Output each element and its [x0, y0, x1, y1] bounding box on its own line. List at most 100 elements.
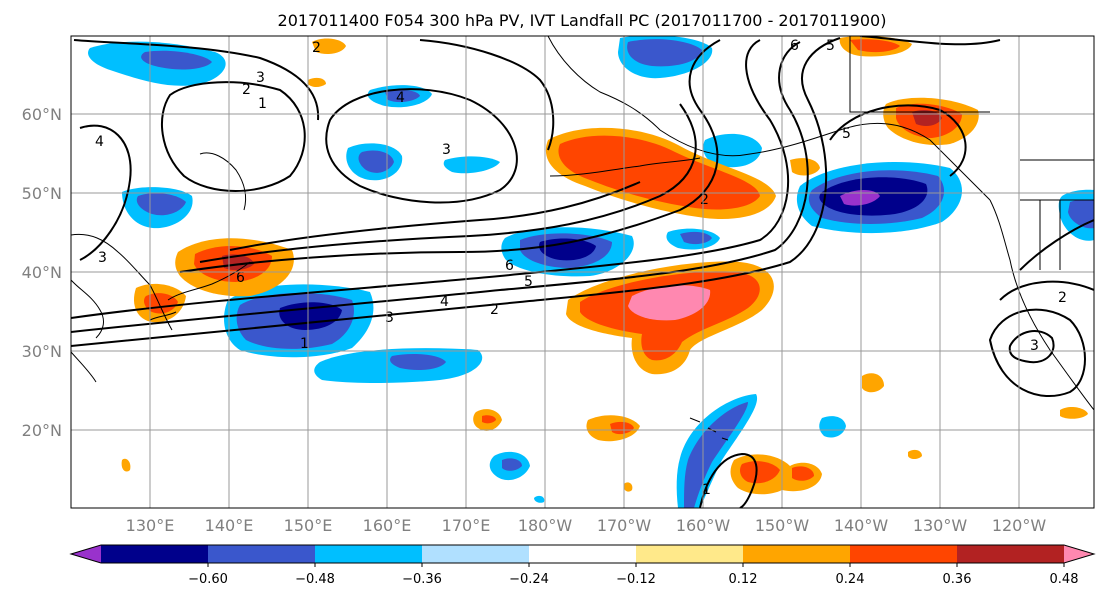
colorbar-bin — [101, 545, 209, 563]
negative-anomaly-region — [443, 156, 500, 174]
pv-contour — [199, 103, 697, 263]
lat-label: 50°N — [22, 184, 62, 203]
contour-label: 1 — [702, 482, 711, 498]
negative-anomaly-region — [502, 458, 522, 471]
lat-label: 30°N — [22, 342, 62, 361]
negative-anomaly-region — [141, 50, 212, 70]
contour-label: 5 — [524, 274, 533, 290]
pv-contour — [419, 39, 555, 151]
positive-anomaly-region — [850, 39, 900, 53]
pv-contour — [859, 36, 1001, 46]
longitude-labels: 130°E 140°E 150°E 160°E 170°E 180°W 170°… — [126, 516, 1047, 535]
contour-label: 3 — [98, 250, 107, 266]
negative-anomaly-region — [684, 402, 748, 508]
pv-contour — [699, 452, 758, 508]
colorbar-bin — [636, 545, 744, 563]
colorbar-bin — [529, 545, 637, 563]
positive-anomaly-region — [610, 421, 634, 435]
contour-label: 2 — [1058, 290, 1067, 306]
negative-anomaly-region — [539, 238, 596, 261]
colorbar-tick-label: −0.36 — [402, 572, 442, 587]
asia-coastline — [71, 233, 173, 383]
colorbar-bin — [743, 545, 851, 563]
colorbar-bin — [208, 545, 316, 563]
colorbar-tick-label: −0.60 — [188, 572, 228, 587]
colorbar-tick-label: 0.48 — [1050, 572, 1079, 587]
pv-contours — [71, 36, 1094, 508]
colorbar-bin — [422, 545, 530, 563]
contour-label: 4 — [396, 90, 405, 106]
pv-contour — [179, 39, 721, 273]
kamchatka-coastline — [199, 152, 247, 211]
positive-anomaly-region — [623, 482, 633, 492]
colorbar-tick-label: 0.24 — [836, 572, 865, 587]
contour-label: 2 — [312, 40, 321, 56]
colorbar-bin — [850, 545, 958, 563]
negative-anomaly-region — [840, 190, 880, 206]
colorbar-bin — [1064, 545, 1094, 563]
negative-anomaly-region — [627, 39, 702, 67]
contour-label: 6 — [505, 258, 514, 274]
japan-coastline — [149, 261, 251, 321]
map-frame — [70, 35, 1095, 509]
positive-anomaly-region — [1060, 407, 1088, 419]
latitude-labels: 60°N 50°N 40°N 30°N 20°N — [22, 105, 62, 440]
contour-labels: 1 2 3 4 5 6 1 2 3 4 3 3 4 6 5 5 6 2 3 2 — [95, 38, 1067, 498]
lon-label: 140°E — [205, 516, 254, 535]
negative-anomaly-region — [358, 150, 394, 173]
colorbar-tick-label: 0.12 — [729, 572, 758, 587]
us-borders — [849, 36, 1094, 270]
contour-label: 3 — [442, 142, 451, 158]
colorbar-bin — [957, 545, 1065, 563]
positive-anomaly-region — [308, 77, 326, 87]
pv-contour — [229, 181, 641, 251]
positive-anomaly-region — [792, 466, 814, 481]
negative-anomaly-region — [390, 354, 446, 370]
lon-label: 170°E — [442, 516, 491, 535]
negative-anomaly-region — [1068, 199, 1094, 229]
lon-label: 130°E — [126, 516, 175, 535]
gridlines — [71, 36, 1094, 508]
lat-label: 60°N — [22, 105, 62, 124]
colorbar-tick-label: −0.12 — [616, 572, 656, 587]
contour-label: 3 — [1030, 338, 1039, 354]
positive-anomaly-region — [558, 135, 760, 210]
contour-label: 6 — [236, 270, 245, 286]
plot-title: 2017011400 F054 300 hPa PV, IVT Landfall… — [278, 11, 887, 30]
positive-anomaly-region — [790, 158, 820, 176]
colorbar-labels: −0.60 −0.48 −0.36 −0.24 −0.12 0.12 0.24 0.36 0.4… — [188, 563, 1079, 587]
lon-label: 160°W — [676, 516, 731, 535]
contour-label: 4 — [95, 134, 104, 150]
contour-label: 5 — [842, 126, 851, 142]
contour-label: 6 — [790, 38, 799, 54]
colorbar-bin — [315, 545, 423, 563]
colorbar-tick-label: −0.48 — [295, 572, 335, 587]
pv-contour — [1019, 219, 1094, 271]
lon-label: 150°E — [284, 516, 333, 535]
pv-contour — [71, 41, 809, 333]
positive-anomaly-region — [121, 458, 131, 472]
contour-label: 2 — [700, 192, 709, 208]
colorbar-bin — [71, 545, 101, 563]
map-area: 1 2 3 4 5 6 1 2 3 4 3 3 4 6 5 5 6 2 3 2 — [70, 35, 1095, 509]
colorbar-tick-label: −0.24 — [509, 572, 549, 587]
negative-anomaly-region — [136, 193, 186, 216]
contour-label: 1 — [300, 336, 309, 352]
lon-label: 150°W — [755, 516, 810, 535]
contour-label: 3 — [256, 70, 265, 86]
pv-contour — [999, 280, 1094, 301]
positive-anomaly-region — [908, 449, 922, 459]
pv-contour — [79, 124, 132, 261]
contour-label: 2 — [242, 82, 251, 98]
lon-label: 130°W — [913, 516, 968, 535]
negative-anomaly-region — [385, 89, 420, 103]
lat-label: 40°N — [22, 263, 62, 282]
lon-label: 160°E — [363, 516, 412, 535]
pv-contour — [71, 39, 790, 319]
lat-label: 20°N — [22, 421, 62, 440]
contour-label: 2 — [490, 302, 499, 318]
contour-label: 1 — [258, 96, 267, 112]
positive-anomaly-region — [740, 461, 780, 484]
positive-anomaly-region — [312, 38, 346, 54]
